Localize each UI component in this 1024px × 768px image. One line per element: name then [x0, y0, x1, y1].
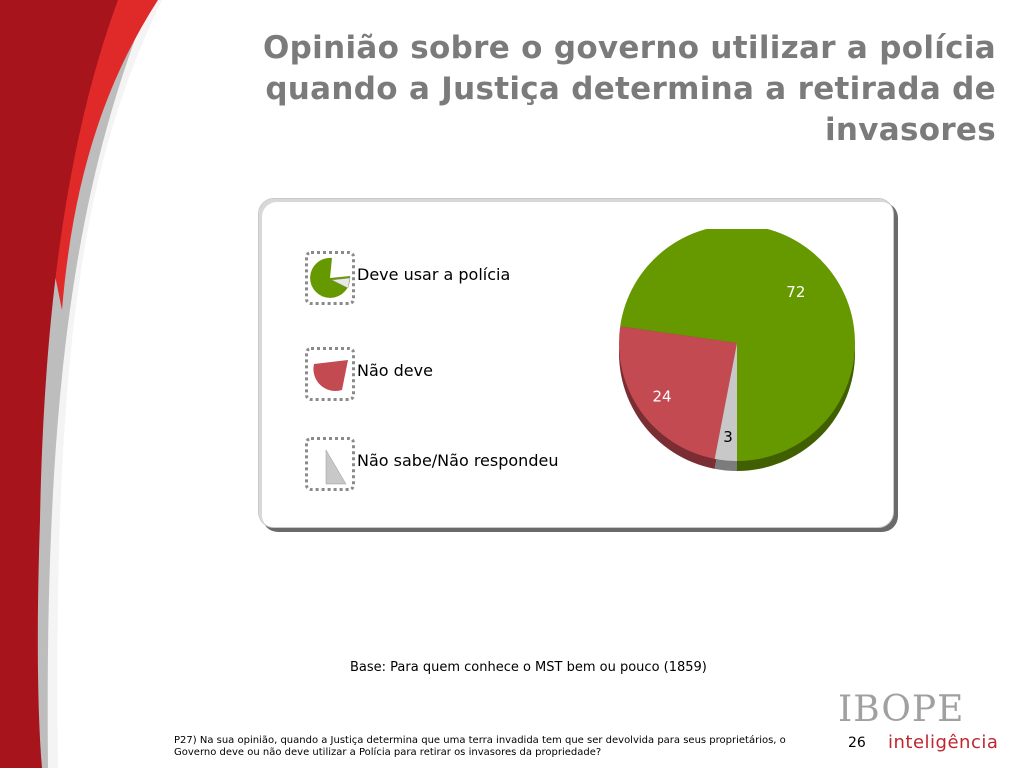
base-note: Base: Para quem conhece o MST bem ou pou…: [350, 660, 707, 675]
pie-slice-0: [620, 229, 855, 461]
page-number: 26: [848, 735, 866, 751]
pie-label-2: 3: [723, 428, 733, 446]
page-title: Opinião sobre o governo utilizar a políc…: [263, 30, 996, 148]
pie-label-0: 72: [786, 283, 805, 301]
legend-label: Não sabe/Não respondeu: [357, 451, 559, 470]
legend-swatch-green: [305, 251, 355, 305]
brand-logo-inteligencia: inteligência: [888, 732, 999, 753]
question-footnote: P27) Na sua opinião, quando a Justiça de…: [174, 735, 786, 758]
legend-label: Deve usar a polícia: [357, 265, 511, 284]
brand-logo-ibope: IBOPE: [838, 689, 965, 730]
pie-label-1: 24: [652, 387, 671, 405]
pie-chart: 72 24 3: [619, 229, 855, 471]
legend-swatch-gray: [305, 437, 355, 491]
legend-swatch-red: [305, 347, 355, 401]
legend-label: Não deve: [357, 361, 433, 380]
pie-slice-2: [714, 343, 737, 461]
pie-slice-1: [619, 326, 737, 459]
chart-panel: Deve usar a polícia Não deve Não sabe/Nã…: [258, 198, 894, 528]
